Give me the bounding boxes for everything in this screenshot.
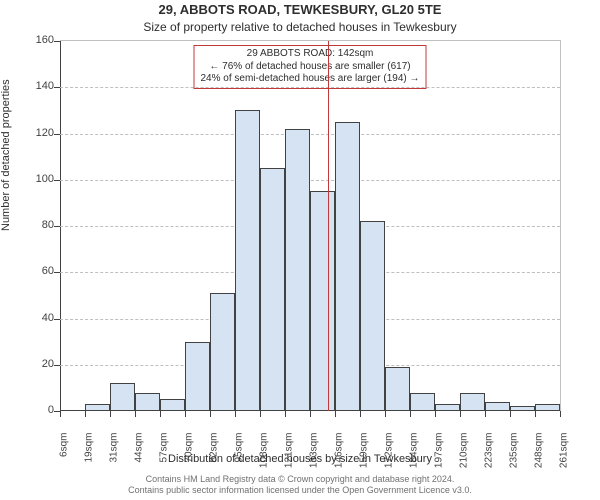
y-tick-label: 20 [20, 358, 54, 370]
y-tick [54, 272, 60, 273]
y-tick [54, 180, 60, 181]
y-tick-label: 60 [20, 265, 54, 277]
histogram-bar [135, 393, 160, 412]
gridline [60, 134, 560, 135]
credits-line2: Contains public sector information licen… [0, 485, 600, 496]
y-tick-label: 100 [20, 173, 54, 185]
x-tick [185, 411, 186, 417]
annotation-line1: 29 ABBOTS ROAD: 142sqm [200, 48, 419, 61]
histogram-bar [285, 129, 310, 411]
plot-area: 29 ABBOTS ROAD: 142sqm ← 76% of detached… [60, 40, 561, 411]
x-tick [535, 411, 536, 417]
y-axis-title: Number of detached properties [0, 79, 12, 231]
credits: Contains HM Land Registry data © Crown c… [0, 474, 600, 497]
histogram-bar [235, 110, 260, 411]
y-tick-label: 0 [20, 404, 54, 416]
x-tick [510, 411, 511, 417]
y-tick-label: 120 [20, 127, 54, 139]
y-tick [54, 134, 60, 135]
histogram-bar [335, 122, 360, 411]
histogram-bar [385, 367, 410, 411]
histogram-bar [210, 293, 235, 411]
y-tick [54, 226, 60, 227]
x-tick [335, 411, 336, 417]
x-tick [460, 411, 461, 417]
x-tick [210, 411, 211, 417]
histogram-bar [410, 393, 435, 412]
y-tick-label: 80 [20, 219, 54, 231]
annotation-line3: 24% of semi-detached houses are larger (… [200, 73, 419, 86]
annotation-line2: ← 76% of detached houses are smaller (61… [200, 61, 419, 74]
y-tick-label: 40 [20, 312, 54, 324]
credits-line1: Contains HM Land Registry data © Crown c… [0, 474, 600, 485]
x-tick [485, 411, 486, 417]
histogram-bar [160, 399, 185, 411]
x-tick [85, 411, 86, 417]
y-tick-label: 160 [20, 34, 54, 46]
x-tick [110, 411, 111, 417]
histogram-bar [110, 383, 135, 411]
y-tick [54, 87, 60, 88]
x-tick [360, 411, 361, 417]
histogram-bar [360, 221, 385, 411]
x-tick [560, 411, 561, 417]
chart-title: Size of property relative to detached ho… [0, 20, 600, 34]
x-axis-title: Distribution of detached houses by size … [0, 453, 600, 465]
reference-line [328, 41, 329, 411]
x-tick [285, 411, 286, 417]
gridline [60, 87, 560, 88]
x-tick [60, 411, 61, 417]
reference-annotation: 29 ABBOTS ROAD: 142sqm ← 76% of detached… [193, 45, 426, 89]
histogram-bar [85, 404, 110, 411]
y-tick-label: 140 [20, 80, 54, 92]
y-tick [54, 365, 60, 366]
histogram-bar [535, 404, 560, 411]
x-tick [160, 411, 161, 417]
y-tick [54, 41, 60, 42]
histogram-bar [435, 404, 460, 411]
histogram-bar [510, 406, 535, 411]
histogram-bar [260, 168, 285, 411]
x-tick [385, 411, 386, 417]
x-tick [310, 411, 311, 417]
x-tick [135, 411, 136, 417]
x-tick [260, 411, 261, 417]
gridline [60, 180, 560, 181]
histogram-bar [310, 191, 335, 411]
histogram-bar [485, 402, 510, 411]
address-title: 29, ABBOTS ROAD, TEWKESBURY, GL20 5TE [0, 2, 600, 17]
y-tick [54, 319, 60, 320]
histogram-bar [185, 342, 210, 411]
histogram-bar [460, 393, 485, 412]
x-tick [435, 411, 436, 417]
x-tick [410, 411, 411, 417]
x-tick [235, 411, 236, 417]
